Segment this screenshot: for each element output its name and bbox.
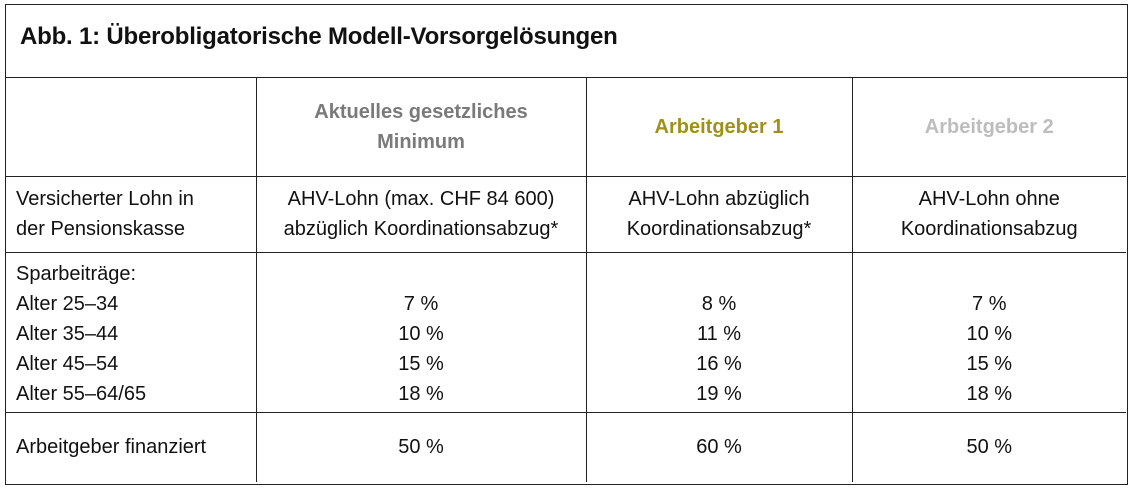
cell-lohn-arbeitgeber-1: AHV-Lohn abzüglich Koordinationsabzug* (585, 175, 853, 253)
row-arbeitgeber-finanziert: Arbeitgeber finanziert 50 % 60 % 50 % (6, 411, 1126, 482)
header-minimum: Aktuelles gesetzliches Minimum (255, 78, 587, 177)
cell-lohn-minimum-line-2: abzüglich Koordinationsabzug* (283, 218, 559, 240)
age-band-25-34: Alter 25–34 (16, 292, 119, 315)
age-band-35-44: Alter 35–44 (16, 322, 119, 345)
cell-lohn-arbeitgeber-2: AHV-Lohn ohne Koordinationsabzug (851, 175, 1126, 253)
spar-arbeitgeber-1-25-34: 8 % (701, 292, 737, 315)
spar-arbeitgeber-1-35-44: 11 % (696, 322, 742, 345)
header-minimum-line-2: Minimum (377, 130, 465, 153)
header-minimum-line-1: Aktuelles gesetzliches (314, 100, 528, 123)
comparison-table: Aktuelles gesetzliches Minimum Arbeitgeb… (6, 78, 1126, 482)
figure-title-bar: Abb. 1: Überobligatorische Modell-Vorsor… (6, 5, 1127, 78)
header-row: Aktuelles gesetzliches Minimum Arbeitgeb… (6, 78, 1126, 177)
row-versicherter-lohn: Versicherter Lohn in der Pensionskasse A… (6, 175, 1126, 253)
cell-spar-arbeitgeber-1: 8 % 11 % 16 % 19 % (585, 251, 853, 413)
header-arbeitgeber-1: Arbeitgeber 1 (585, 78, 853, 177)
header-empty-cell (6, 78, 257, 177)
row-label-lohn-line-2: der Pensionskasse (16, 218, 185, 240)
spar-arbeitgeber-2-25-34: 7 % (972, 292, 1007, 315)
row-label-spar-heading: Sparbeiträge: (16, 262, 137, 285)
cell-lohn-arbeitgeber-2-line-1: AHV-Lohn ohne (918, 188, 1060, 210)
cell-lohn-arbeitgeber-1-line-2: Koordinationsabzug* (626, 218, 812, 240)
figure-frame: Abb. 1: Überobligatorische Modell-Vorsor… (5, 4, 1128, 485)
cell-lohn-minimum-line-1: AHV-Lohn (max. CHF 84 600) (287, 188, 555, 210)
spar-arbeitgeber-2-35-44: 10 % (966, 322, 1013, 345)
row-label-lohn: Versicherter Lohn in der Pensionskasse (6, 175, 257, 253)
cell-finanziert-minimum: 50 % (255, 411, 587, 482)
age-band-45-54: Alter 45–54 (16, 352, 119, 375)
cell-spar-minimum: 7 % 10 % 15 % 18 % (255, 251, 587, 413)
cell-lohn-arbeitgeber-2-line-2: Koordinationsabzug (900, 218, 1078, 240)
cell-spar-arbeitgeber-2: 7 % 10 % 15 % 18 % (851, 251, 1127, 413)
row-sparbeitraege: Sparbeiträge: Alter 25–34 Alter 35–44 Al… (6, 251, 1127, 413)
spar-minimum-55-65: 18 % (398, 382, 444, 405)
row-label-lohn-line-1: Versicherter Lohn in (16, 188, 194, 210)
spacer (853, 259, 1127, 289)
header-arbeitgeber-2: Arbeitgeber 2 (851, 78, 1126, 177)
cell-lohn-arbeitgeber-1-line-1: AHV-Lohn abzüglich (628, 188, 810, 210)
spar-minimum-25-34: 7 % (403, 292, 439, 315)
header-arbeitgeber-1-label: Arbeitgeber 1 (654, 115, 784, 138)
spar-minimum-35-44: 10 % (398, 322, 444, 345)
figure-title: Abb. 1: Überobligatorische Modell-Vorsor… (20, 23, 618, 50)
spacer (587, 259, 852, 289)
spar-arbeitgeber-1-45-54: 16 % (696, 352, 742, 375)
spar-minimum-45-54: 15 % (398, 352, 444, 375)
header-arbeitgeber-2-label: Arbeitgeber 2 (924, 115, 1054, 138)
age-band-55-65: Alter 55–64/65 (16, 382, 147, 405)
spacer (257, 259, 586, 289)
spar-arbeitgeber-2-45-54: 15 % (966, 352, 1013, 375)
spar-arbeitgeber-2-55-65: 18 % (966, 382, 1013, 405)
spar-arbeitgeber-1-55-65: 19 % (696, 382, 742, 405)
cell-finanziert-arbeitgeber-2: 50 % (851, 411, 1126, 482)
cell-finanziert-arbeitgeber-1: 60 % (585, 411, 853, 482)
cell-lohn-minimum: AHV-Lohn (max. CHF 84 600) abzüglich Koo… (255, 175, 587, 253)
row-label-spar: Sparbeiträge: Alter 25–34 Alter 35–44 Al… (6, 251, 257, 413)
row-label-finanziert: Arbeitgeber finanziert (6, 411, 257, 482)
